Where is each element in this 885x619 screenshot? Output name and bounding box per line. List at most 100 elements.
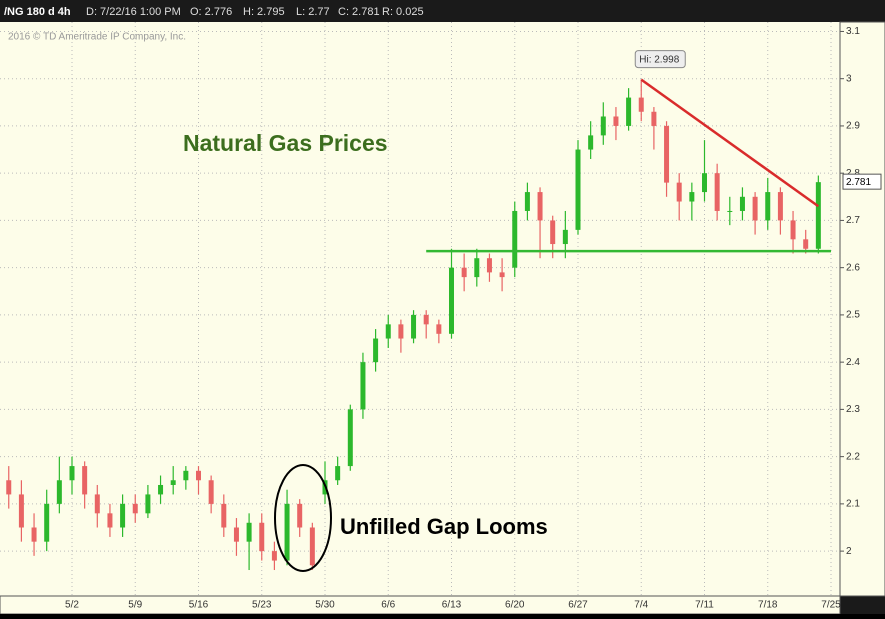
hi-label: Hi: 2.998	[639, 54, 679, 65]
candle-body	[651, 111, 657, 126]
y-tick-label: 2.9	[846, 121, 860, 132]
y-tick-label: 2.8	[846, 168, 860, 179]
x-tick-label: 7/18	[758, 600, 778, 611]
candle-body	[183, 470, 189, 481]
y-axis-area	[839, 21, 885, 597]
candle-body	[727, 210, 733, 212]
header-field: R: 0.025	[382, 6, 424, 18]
candle-body	[297, 503, 303, 528]
x-tick-label: 5/23	[252, 600, 272, 611]
candle-body	[562, 229, 568, 245]
candle-body	[664, 125, 670, 183]
x-axis-area	[0, 595, 841, 615]
header-field: /NG 180 d 4h	[4, 6, 71, 18]
hi-label-box	[634, 50, 686, 69]
candle-body	[107, 513, 113, 528]
candle-body	[474, 258, 480, 278]
candle-body	[790, 220, 796, 240]
grid	[0, 22, 840, 596]
header-field: L: 2.77	[296, 6, 330, 18]
candle-body	[31, 527, 37, 542]
candle-body	[385, 324, 391, 339]
x-tick-label: 6/13	[442, 600, 462, 611]
candle-body	[56, 480, 62, 504]
marks	[6, 79, 821, 571]
x-tick-label: 5/2	[65, 600, 79, 611]
x-tick-label: 5/9	[128, 600, 142, 611]
candle-body	[752, 196, 758, 221]
candle-body	[120, 503, 126, 528]
header-field: D: 7/22/16 1:00 PM	[86, 6, 181, 18]
y-tick-label: 2.4	[846, 357, 860, 368]
candle-body	[626, 97, 632, 126]
candle-body	[271, 551, 277, 561]
x-tick-label: 7/4	[634, 600, 648, 611]
candle-body	[815, 182, 821, 249]
candle-body	[461, 267, 467, 278]
price-marker	[842, 173, 882, 190]
header-field: O: 2.776	[190, 6, 232, 18]
candle-body	[196, 470, 201, 481]
candle-body	[6, 480, 12, 495]
x-tick-label: 6/20	[505, 600, 525, 611]
candle-body	[689, 192, 695, 202]
candle-body	[246, 522, 252, 542]
candle-body	[18, 494, 24, 528]
candle-body	[335, 466, 341, 481]
y-tick-label: 2.5	[846, 310, 860, 321]
price-marker-label: 2.781	[846, 177, 871, 188]
candle-body	[499, 272, 505, 278]
candle-body	[208, 480, 214, 504]
y-tick-label: 3.1	[846, 26, 860, 37]
candle-body	[600, 116, 606, 136]
candle-body	[69, 466, 75, 481]
candle-body	[512, 210, 518, 268]
candle-body	[373, 338, 379, 363]
x-tick-label: 6/6	[381, 600, 395, 611]
gap-ellipse	[274, 464, 332, 572]
trend-line	[640, 78, 820, 208]
candle-body	[132, 503, 138, 514]
candle-body	[360, 362, 366, 410]
candle-body	[309, 527, 315, 566]
candle-body	[803, 239, 809, 249]
candle-body	[739, 196, 745, 211]
candle-body	[284, 503, 290, 561]
candle-body	[170, 480, 176, 485]
candle-body	[221, 503, 227, 528]
candle-body	[411, 314, 417, 339]
y-tick-label: 2	[846, 546, 852, 557]
candle-body	[702, 173, 707, 193]
x-tick-label: 6/27	[568, 600, 588, 611]
y-tick-label: 3	[846, 73, 852, 84]
candle-body	[638, 97, 644, 112]
candle-body	[436, 324, 442, 334]
candle-body	[714, 173, 720, 211]
candle-body	[486, 258, 492, 273]
x-tick-label: 5/16	[189, 600, 209, 611]
x-tick-label: 7/25	[821, 600, 841, 611]
x-tick-label: 5/30	[315, 600, 335, 611]
candle-body	[158, 484, 164, 495]
y-tick-label: 2.3	[846, 404, 860, 415]
candle-body	[233, 527, 239, 542]
candle-body	[575, 149, 581, 230]
candle-body	[398, 324, 404, 339]
candle-body	[524, 192, 530, 211]
candle-body	[347, 409, 353, 467]
annotation: Unfilled Gap Looms	[340, 514, 548, 539]
y-tick-label: 2.7	[846, 215, 860, 226]
y-tick-label: 2.6	[846, 262, 860, 273]
y-tick-label: 2.2	[846, 451, 860, 462]
header-field: H: 2.795	[243, 6, 285, 18]
candle-body	[550, 220, 556, 245]
candle-body	[44, 503, 50, 542]
candle-body	[588, 135, 594, 150]
candle-body	[259, 522, 265, 552]
candle-body	[423, 314, 429, 325]
candle-body	[613, 116, 619, 126]
candle-body	[145, 494, 151, 514]
candle-body	[537, 192, 543, 221]
